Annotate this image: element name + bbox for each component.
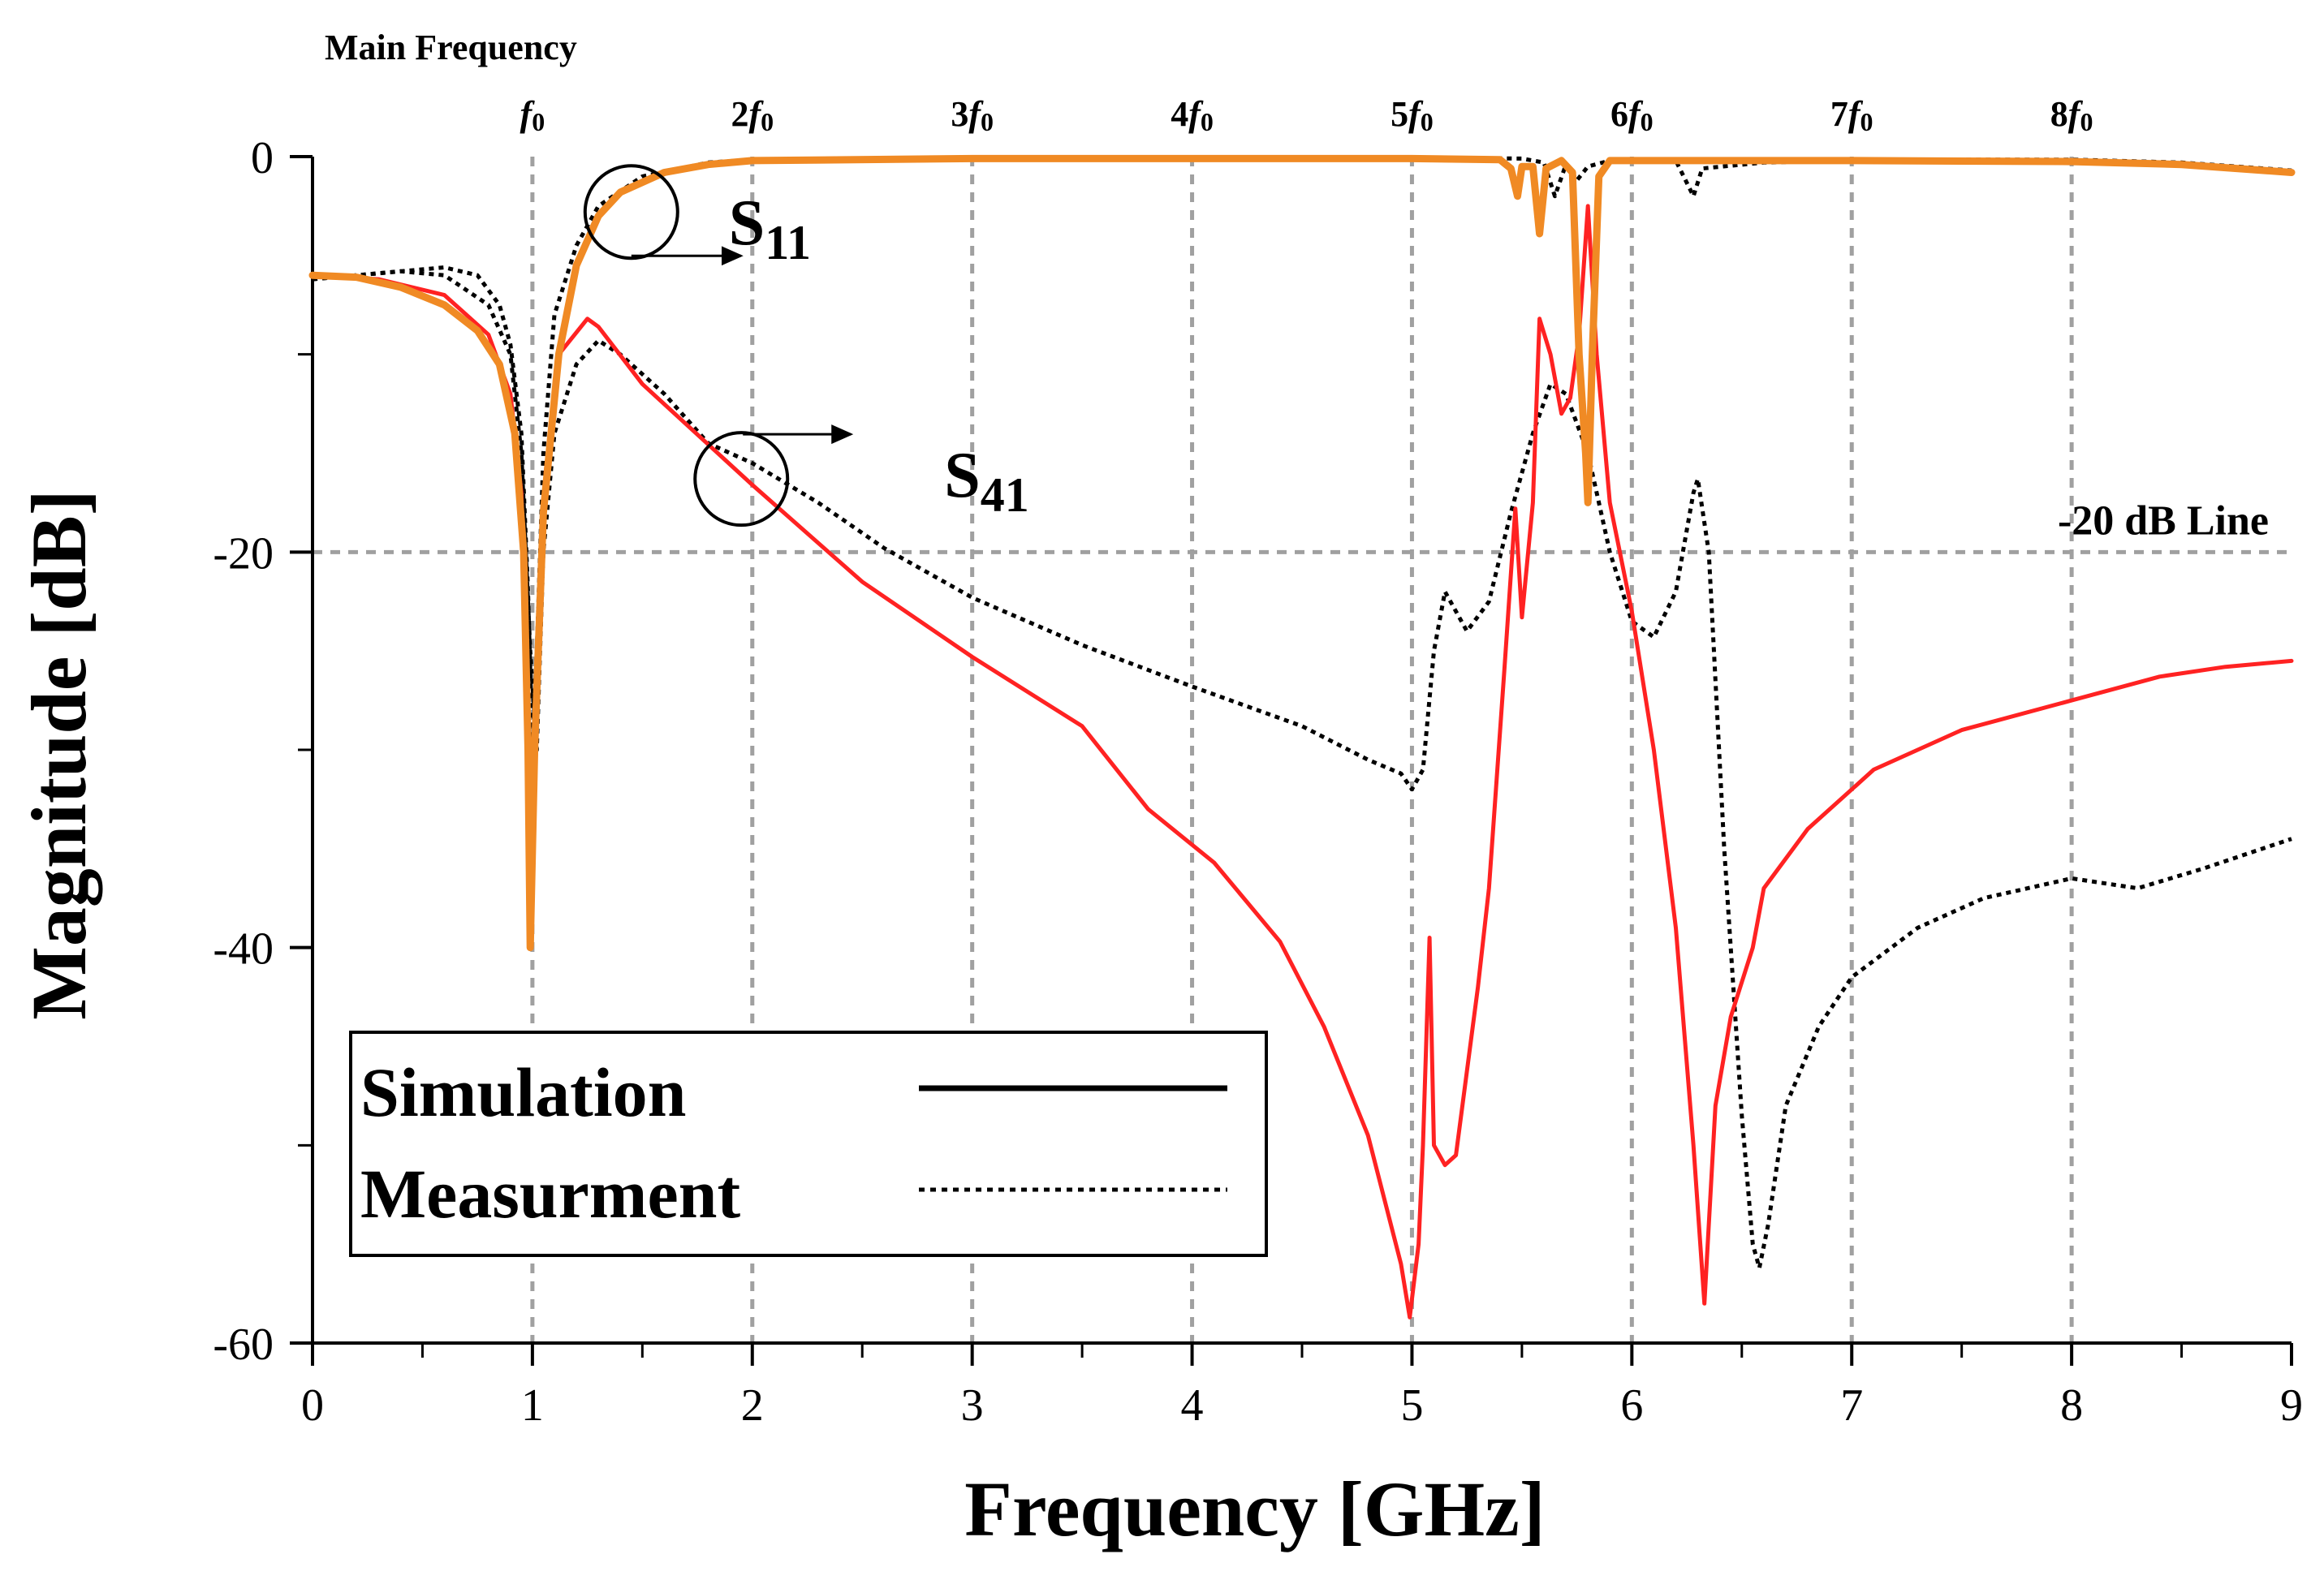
series-group — [308, 154, 2296, 1320]
grid: -20 dB Line — [313, 157, 2292, 1343]
y-tick-label--20: -20 — [213, 528, 274, 579]
x-tick-label-8: 8 — [2060, 1380, 2083, 1431]
x-tick-label-5: 5 — [1400, 1380, 1423, 1431]
x-tick-label-9: 9 — [2280, 1380, 2303, 1431]
annotation-circle-11 — [583, 164, 679, 260]
harmonic-label-3: 3f0 — [951, 94, 994, 136]
axes: 0 1 2 3 4 5 6 7 8 9 0 -20 -40 -60 — [213, 133, 2303, 1431]
series-s11-simulation — [308, 154, 2296, 952]
y-tick-label-0: 0 — [251, 133, 274, 183]
annotation-circle-41 — [693, 431, 790, 527]
y-tick-label--40: -40 — [213, 924, 274, 975]
x-tick-label-2: 2 — [741, 1380, 764, 1431]
series-s41-measurement — [312, 269, 2292, 1270]
y-tick-label--60: -60 — [213, 1320, 274, 1370]
legend: Simulation Measurment — [349, 1031, 1268, 1257]
series-s11-measurement — [312, 155, 2292, 752]
harmonic-label-7: 7f0 — [1830, 94, 1873, 136]
y-axis-title: Magnitude [dB] — [15, 489, 102, 1019]
annotation-label-11: S11 — [729, 187, 811, 269]
harmonic-label-4: 4f0 — [1171, 94, 1214, 136]
annotations: S11 S41 — [583, 164, 1029, 527]
harmonic-labels: f0 2f0 3f0 4f0 5f0 6f0 7f0 8f0 — [520, 94, 2093, 136]
harmonic-label-5: 5f0 — [1391, 94, 1434, 136]
x-tick-label-3: 3 — [961, 1380, 984, 1431]
legend-label-dotted: Measurment — [360, 1155, 740, 1233]
harmonic-label-1: f0 — [520, 94, 545, 136]
top-title: Main Frequency — [325, 28, 577, 67]
harmonic-label-8: 8f0 — [2050, 94, 2093, 136]
legend-label-solid: Simulation — [360, 1053, 686, 1131]
x-axis-title: Frequency [GHz] — [964, 1466, 1545, 1552]
harmonic-label-2: 2f0 — [731, 94, 774, 136]
reference-line-label: -20 dB Line — [2058, 497, 2269, 544]
harmonic-label-6: 6f0 — [1610, 94, 1654, 136]
x-tick-label-0: 0 — [301, 1380, 324, 1431]
x-tick-label-4: 4 — [1181, 1380, 1204, 1431]
legend-box — [349, 1031, 1268, 1257]
x-tick-label-1: 1 — [521, 1380, 544, 1431]
x-tick-label-7: 7 — [1840, 1380, 1863, 1431]
annotation-label-41: S41 — [944, 440, 1029, 522]
x-tick-label-6: 6 — [1620, 1380, 1643, 1431]
